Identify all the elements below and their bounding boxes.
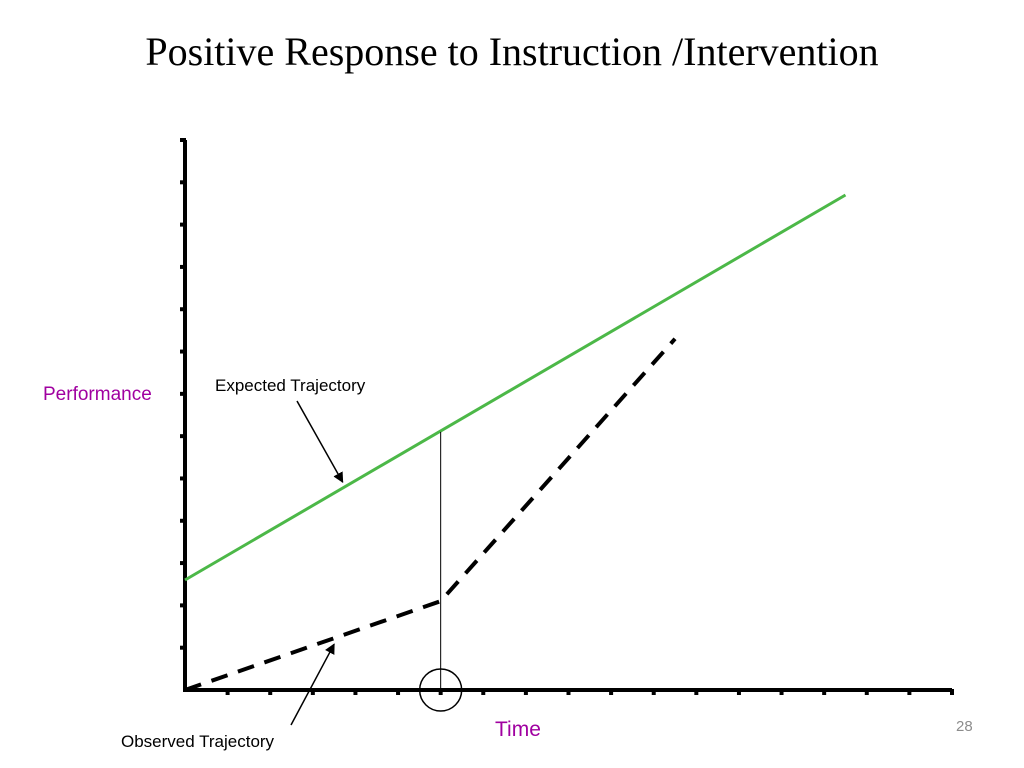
observed-trajectory-line [184,337,677,692]
chart-axes [183,140,952,692]
chart-ticks [180,138,954,695]
chart-series [184,193,847,692]
slide-number: 28 [956,718,973,735]
expected-trajectory-line [184,193,847,582]
expected-trajectory-annotation: Expected Trajectory [215,376,366,395]
chart-annotation-arrows [290,400,344,726]
slide-title: Positive Response to Instruction /Interv… [145,29,879,74]
y-axis-label: Performance [43,384,152,405]
expected-trajectory-arrow [296,400,344,484]
observed-trajectory-arrow [290,643,335,726]
x-axis-label: Time [495,718,541,741]
observed-trajectory-annotation: Observed Trajectory [121,732,275,751]
intervention-point-circle [418,668,463,712]
chart-reference-marks [418,431,463,712]
